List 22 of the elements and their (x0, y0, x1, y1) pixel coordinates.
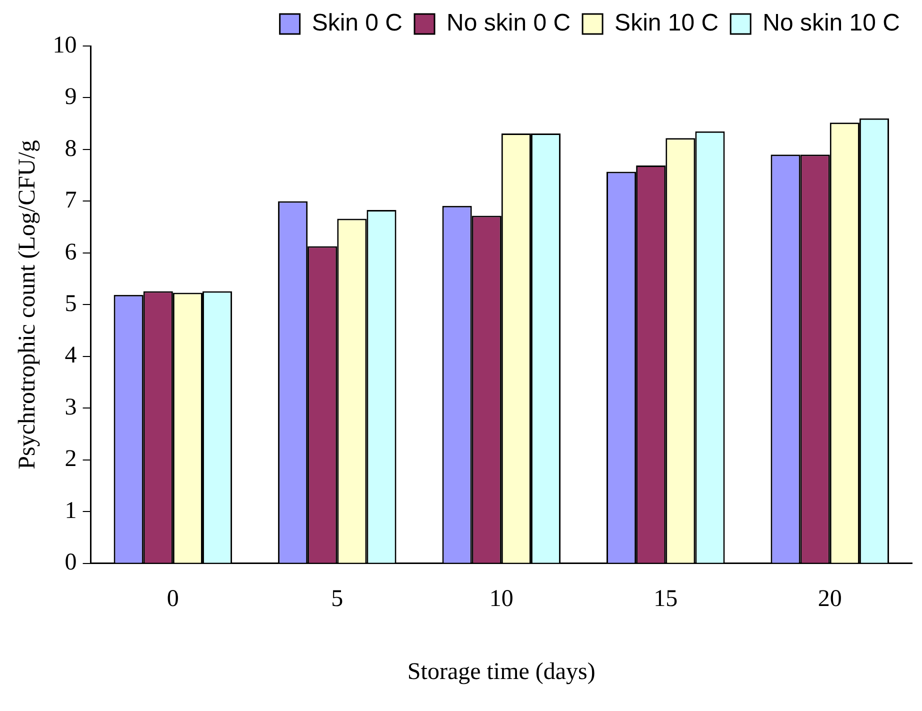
y-tick-label: 6 (64, 239, 77, 266)
y-axis-title: Psychrotrophic count (Log/CFU/g (14, 140, 41, 470)
legend-label: No skin 0 C (446, 10, 571, 37)
x-tick-label: 15 (654, 586, 678, 612)
y-tick-label: 1 (64, 498, 77, 524)
legend-label: Skin 0 C (312, 10, 403, 37)
y-tick-label: 8 (64, 136, 77, 162)
y-tick-label: 5 (64, 290, 77, 317)
y-tick-label: 9 (64, 84, 77, 110)
x-tick-label: 0 (166, 586, 179, 612)
y-tick-label: 4 (64, 342, 77, 369)
y-tick-label: 3 (64, 394, 77, 420)
y-tick-label: 2 (64, 446, 77, 472)
x-tick-label: 10 (489, 586, 514, 612)
legend-label: No skin 10 C (762, 10, 900, 37)
x-tick-label: 20 (818, 586, 842, 612)
y-tick-label: 7 (64, 188, 77, 214)
x-axis-title: Storage time (days) (407, 658, 596, 685)
y-tick-label: 0 (64, 550, 77, 576)
x-tick-label: 5 (331, 586, 344, 612)
y-tick-label: 10 (52, 32, 77, 58)
legend-label: Skin 10 C (614, 10, 719, 37)
